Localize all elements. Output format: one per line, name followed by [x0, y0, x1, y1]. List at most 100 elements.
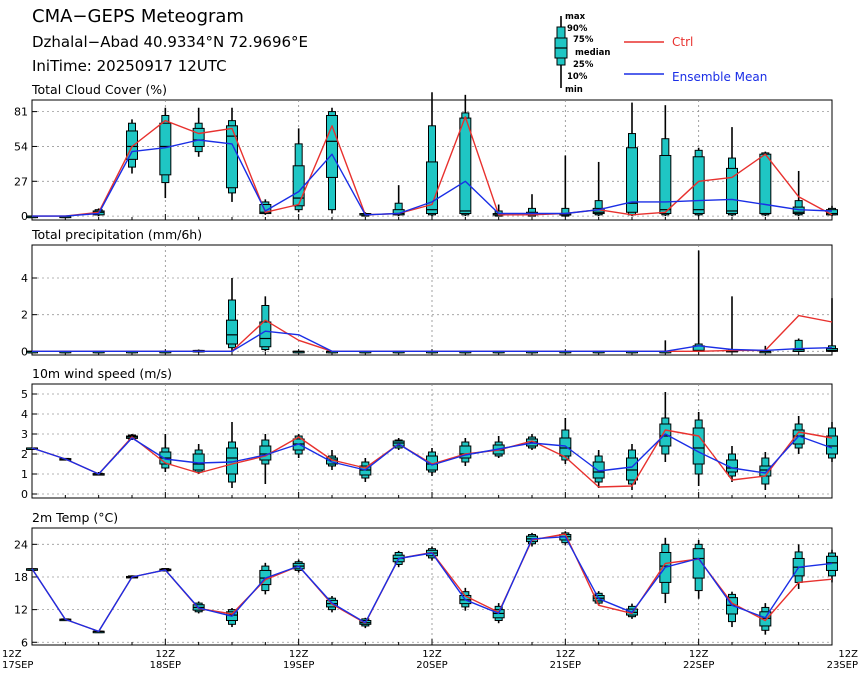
box-p25-p75 — [126, 130, 138, 160]
y-tick-label: 5 — [21, 388, 28, 401]
y-tick-label: 4 — [21, 272, 28, 285]
box-5 — [159, 434, 172, 472]
box-p25-p75 — [459, 445, 472, 459]
ensemble-mean-line — [32, 330, 833, 352]
box-p25-p75 — [192, 127, 205, 147]
box-8 — [259, 296, 272, 352]
y-tick-label: 54 — [14, 140, 28, 153]
ctrl-line — [31, 429, 833, 488]
box-9 — [292, 128, 305, 213]
y-tick-label: 6 — [21, 636, 28, 649]
legend-box-label: 10% — [567, 72, 588, 82]
box-7 — [226, 278, 238, 352]
panel-title: Total precipitation (mm/6h) — [31, 227, 202, 242]
ctrl-line — [32, 116, 833, 217]
box-p25-p75 — [226, 125, 238, 189]
box-25 — [826, 298, 838, 352]
panel-title: Total Cloud Cover (%) — [31, 82, 167, 97]
legend-box-label: 75% — [573, 35, 594, 45]
box-p10-p90 — [561, 207, 570, 217]
y-tick-label: 3 — [21, 428, 28, 441]
box-p25-p75 — [692, 156, 705, 215]
box-7 — [226, 107, 238, 202]
box-18 — [592, 161, 605, 217]
box-25 — [826, 422, 838, 462]
box-22 — [726, 127, 738, 217]
y-tick-label: 1 — [21, 468, 28, 481]
y-tick-label: 24 — [14, 538, 28, 551]
box-9 — [292, 350, 305, 354]
y-tick-label: 4 — [21, 408, 28, 421]
init-time-label: IniTime: 20250917 12UTC — [32, 57, 227, 75]
box-13 — [426, 92, 438, 217]
box-15 — [492, 436, 505, 458]
box-p25-p75 — [459, 117, 472, 215]
panel-3: 0 1 2 3 4 5 10m wind speed (m/s) — [21, 366, 838, 501]
box-25 — [826, 205, 838, 217]
x-tick-label-time: 12Z — [838, 649, 858, 660]
x-tick-label-date: 17SEP — [2, 660, 33, 671]
box-p25-p75 — [726, 167, 738, 215]
box-6 — [192, 444, 205, 474]
ensemble-mean-line — [31, 536, 833, 633]
x-tick-label-date: 19SEP — [283, 660, 314, 671]
box-p25-p75 — [292, 165, 305, 207]
legend-box-label: 90% — [567, 24, 588, 34]
y-tick-label: 2 — [21, 309, 28, 322]
box-p25-p75 — [226, 319, 238, 345]
box-25 — [826, 549, 838, 583]
y-tick-label: 2 — [21, 448, 28, 461]
panel-4: 6 12 18 24 2m Temp (°C) — [14, 510, 838, 649]
ensemble-mean-line — [32, 139, 833, 217]
box-24 — [792, 416, 805, 454]
box-p25-p75 — [559, 437, 572, 457]
x-tick-label-time: 12Z — [689, 649, 709, 660]
box-23 — [759, 151, 772, 217]
box-p25-p75 — [326, 114, 338, 178]
box-17 — [559, 155, 572, 217]
panel-frame — [31, 527, 833, 646]
box-14 — [459, 94, 472, 217]
legend-box-label: max — [565, 12, 586, 22]
box-p25-p75 — [626, 457, 638, 481]
y-tick-label: 0 — [21, 210, 28, 223]
box-21 — [692, 412, 705, 486]
panel-title: 2m Temp (°C) — [32, 510, 118, 525]
box-20 — [659, 537, 672, 604]
legend: max 90%75% median 25% 10% min Ctrl Ensemble Mea… — [554, 12, 767, 95]
y-tick-label: 0 — [21, 345, 28, 358]
box-p25-p75 — [626, 147, 638, 213]
box-20 — [659, 105, 672, 217]
time-axis: 12Z17SEP12Z18SEP12Z19SEP12Z20SEP12Z21SEP… — [2, 649, 858, 671]
x-tick-label-date: 22SEP — [683, 660, 714, 671]
box-p25-p75 — [659, 423, 672, 447]
y-tick-label: 0 — [21, 488, 28, 501]
panel-2: 0 2 4 Total precipitation (mm/6h) — [21, 227, 838, 358]
box-p25-p75 — [259, 321, 272, 348]
legend-box-label: min — [565, 85, 583, 95]
y-tick-label: 27 — [14, 175, 28, 188]
box-p25-p75 — [159, 122, 172, 176]
box-p25-p75 — [259, 204, 272, 215]
box-20 — [659, 392, 672, 462]
x-tick-label-time: 12Z — [556, 649, 576, 660]
x-tick-label-date: 21SEP — [550, 660, 581, 671]
box-8 — [259, 434, 272, 484]
x-tick-label-time: 12Z — [156, 649, 176, 660]
box-p25-p75 — [659, 154, 672, 215]
box-18 — [592, 450, 605, 488]
y-tick-label: 12 — [14, 604, 28, 617]
legend-ctrl-label: Ctrl — [672, 35, 693, 49]
x-tick-label-time: 12Z — [2, 649, 22, 660]
y-tick-label: 18 — [14, 571, 28, 584]
ensemble-mean-line — [31, 433, 833, 475]
box-21 — [692, 539, 705, 599]
chart-title: CMA−GEPS Meteogram — [32, 6, 244, 27]
x-tick-label-date: 23SEP — [827, 660, 858, 671]
box-p25-p75 — [692, 427, 705, 465]
box-21 — [692, 250, 705, 352]
box-7 — [226, 422, 238, 488]
y-tick-label: 81 — [14, 106, 28, 119]
